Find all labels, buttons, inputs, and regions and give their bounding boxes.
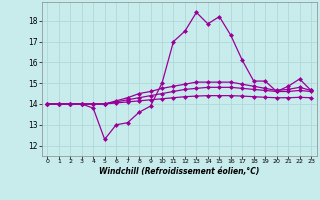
X-axis label: Windchill (Refroidissement éolien,°C): Windchill (Refroidissement éolien,°C) bbox=[99, 167, 260, 176]
